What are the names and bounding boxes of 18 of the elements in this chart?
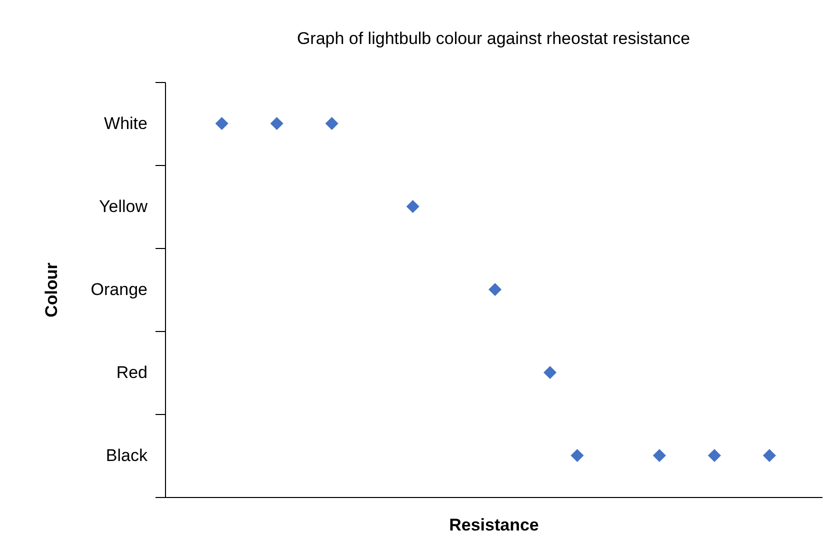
y-tick-label: Orange	[90, 280, 148, 299]
point	[544, 366, 557, 380]
point	[325, 116, 338, 130]
y-tick-label: White	[104, 114, 148, 133]
point	[708, 448, 721, 462]
x-axis-title: Resistance	[449, 516, 539, 534]
point	[652, 448, 666, 462]
y-tick-label: Black	[106, 446, 148, 465]
point	[570, 448, 584, 462]
y-axis-title: Colour	[42, 262, 61, 318]
chart-title: Graph of lightbulb colour against rheostat resistance	[296, 29, 690, 48]
y-tick-label: Red	[116, 363, 148, 382]
point	[270, 116, 284, 130]
y-tick-label: Yellow	[98, 197, 148, 216]
point	[488, 282, 502, 296]
point	[762, 448, 776, 462]
point	[406, 200, 420, 214]
point	[215, 116, 228, 130]
